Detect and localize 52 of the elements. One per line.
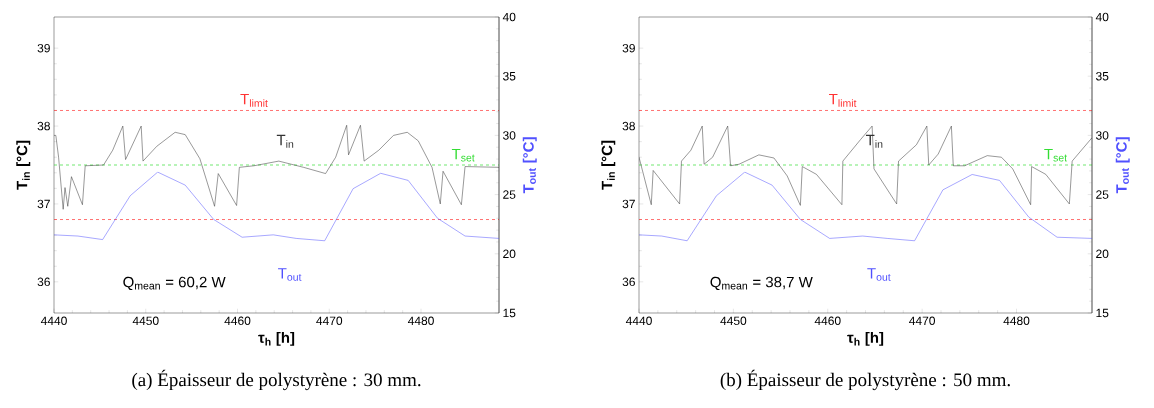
line-series: [54, 171, 500, 242]
x-tick-label: 4470: [316, 316, 343, 326]
y-axis-title: T$_{in}$ [°C]: [16, 140, 31, 190]
y2-tick-label: 35: [503, 71, 516, 81]
text: (b) Épaisseur de polystyrène : 50 mm.: [720, 369, 1010, 391]
line-series: [54, 125, 500, 210]
x-tick-label: 4480: [407, 316, 434, 326]
x-tick-label: 4450: [132, 316, 159, 326]
series-label: T$_{in}$: [865, 134, 883, 148]
ref-line-label: T$_{set}$: [1044, 148, 1068, 162]
y2-tick-label: 40: [1095, 12, 1109, 22]
y2-tick-label: 30: [503, 131, 516, 140]
y-tick-label: 38: [622, 121, 635, 131]
annotation: Q$_{mean}$ = 38,7 W: [710, 276, 813, 291]
x-tick-label: 4460: [814, 316, 841, 326]
x-tick-label: 4480: [1003, 316, 1030, 326]
x-axis-title: τ$_{h}$ [h]: [258, 331, 295, 346]
y2-tick-label: 15: [503, 308, 516, 318]
x-axis-title: τ$_{h}$ [h]: [847, 331, 884, 346]
y2-tick-label: 30: [1095, 131, 1109, 140]
ref-line-label: T$_{set}$: [451, 148, 475, 162]
y-tick-label: 39: [37, 43, 50, 53]
series-label: T$_{out}$: [867, 268, 891, 281]
y-tick-label: 39: [622, 43, 635, 53]
y2-tick-label: 40: [502, 12, 516, 22]
y2-tick-label: 25: [503, 190, 516, 199]
y-tick-label: 36: [622, 277, 635, 287]
x-tick-label: 4440: [625, 316, 652, 326]
y-tick-label: 36: [37, 277, 50, 287]
y2-tick-label: 35: [1095, 71, 1109, 81]
y2-tick-label: 15: [1096, 308, 1109, 318]
series-label: T$_{out}$: [278, 268, 302, 281]
ref-line-label: T$_{limit}$: [829, 93, 857, 107]
x-tick-label: 4440: [40, 316, 67, 326]
y-axis-title: T$_{in}$ [°C]: [601, 140, 616, 190]
line-series: [639, 171, 1092, 242]
y-tick-label: 37: [37, 199, 50, 209]
line-series: [639, 125, 1092, 206]
y-tick-label: 37: [622, 199, 635, 209]
y-tick-label: 38: [37, 121, 50, 131]
annotation: Q$_{mean}$ = 60,2 W: [123, 276, 226, 291]
x-tick-label: 4460: [224, 316, 251, 326]
ref-line-label: T$_{limit}$: [240, 93, 268, 107]
y2-tick-label: 20: [1096, 249, 1109, 259]
x-tick-label: 4470: [909, 316, 936, 326]
y2-tick-label: 25: [1096, 190, 1109, 199]
series-label: T$_{in}$: [276, 134, 294, 148]
y2-tick-label: 20: [503, 249, 516, 259]
y2-axis-title: T$_{out}$ [°C]: [1115, 137, 1130, 194]
text: (a) Épaisseur de polystyrène : 30 mm.: [132, 369, 421, 391]
y2-axis-title: T$_{out}$ [°C]: [522, 137, 537, 194]
x-tick-label: 4450: [720, 316, 747, 326]
